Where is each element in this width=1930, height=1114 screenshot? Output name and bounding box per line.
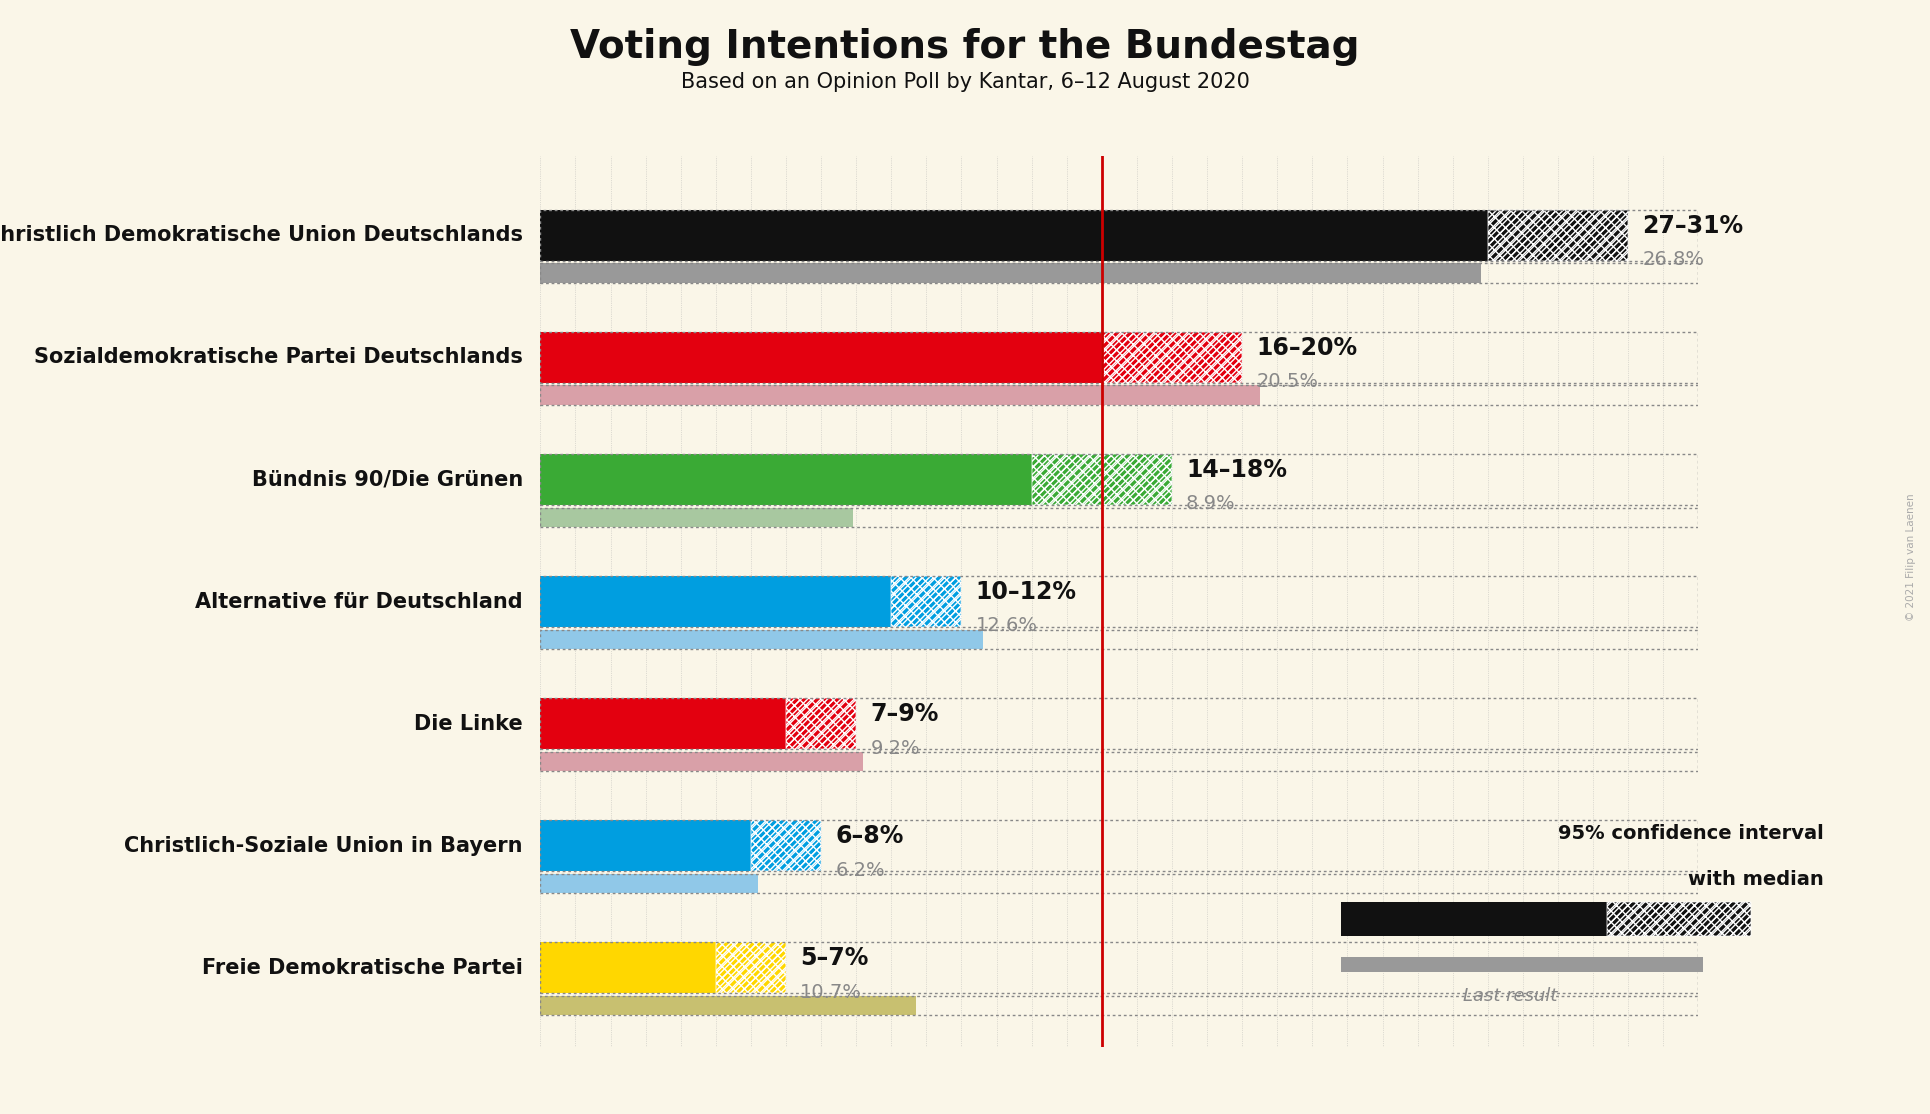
Bar xyxy=(1341,902,1606,936)
Bar xyxy=(540,263,1698,283)
Bar xyxy=(1488,209,1629,261)
Text: Alternative für Deutschland: Alternative für Deutschland xyxy=(195,592,523,612)
Bar xyxy=(540,508,1698,527)
Bar xyxy=(540,820,1698,871)
Text: 26.8%: 26.8% xyxy=(1642,251,1704,270)
Text: Die Linke: Die Linke xyxy=(415,714,523,734)
Bar xyxy=(751,820,820,871)
Bar xyxy=(786,698,857,750)
Bar xyxy=(540,820,751,871)
Bar xyxy=(892,576,961,627)
Bar xyxy=(540,576,892,627)
Bar xyxy=(540,576,1698,627)
Bar xyxy=(540,698,1698,750)
Text: Sozialdemokratische Partei Deutschlands: Sozialdemokratische Partei Deutschlands xyxy=(35,348,523,368)
Bar xyxy=(540,629,982,649)
Bar xyxy=(540,508,853,527)
Bar xyxy=(540,385,1260,405)
Text: 14–18%: 14–18% xyxy=(1187,458,1287,481)
Bar xyxy=(540,942,716,994)
Bar xyxy=(540,209,1698,261)
Bar xyxy=(786,698,857,750)
Text: Christlich Demokratische Union Deutschlands: Christlich Demokratische Union Deutschla… xyxy=(0,225,523,245)
Text: 10.7%: 10.7% xyxy=(801,983,863,1001)
Text: 5–7%: 5–7% xyxy=(801,946,868,970)
Text: Based on an Opinion Poll by Kantar, 6–12 August 2020: Based on an Opinion Poll by Kantar, 6–12… xyxy=(681,72,1249,92)
Bar xyxy=(540,453,1033,505)
Bar xyxy=(716,942,786,994)
Text: 7–9%: 7–9% xyxy=(870,702,938,726)
Bar xyxy=(1488,209,1629,261)
Bar xyxy=(540,385,1698,405)
Bar xyxy=(540,263,1480,283)
Text: 8.9%: 8.9% xyxy=(1187,495,1235,514)
Text: 27–31%: 27–31% xyxy=(1642,214,1743,237)
Bar xyxy=(540,752,863,771)
Bar xyxy=(540,873,1698,893)
Bar xyxy=(540,996,1698,1016)
Bar xyxy=(1102,332,1243,383)
Bar xyxy=(751,820,820,871)
Bar xyxy=(540,996,917,1016)
Text: 6.2%: 6.2% xyxy=(836,861,884,880)
Text: 9.2%: 9.2% xyxy=(870,739,921,758)
Text: 20.5%: 20.5% xyxy=(1256,372,1318,391)
Text: Last result: Last result xyxy=(1463,987,1558,1005)
Bar xyxy=(540,453,1698,505)
Bar xyxy=(540,332,1698,383)
Bar xyxy=(540,629,1698,649)
Text: © 2021 Filip van Laenen: © 2021 Filip van Laenen xyxy=(1907,494,1916,620)
Bar xyxy=(1102,332,1243,383)
Text: with median: with median xyxy=(1689,870,1824,889)
Bar xyxy=(540,942,1698,994)
Bar xyxy=(540,698,786,750)
Bar xyxy=(892,576,961,627)
Text: 6–8%: 6–8% xyxy=(836,824,903,848)
Text: 10–12%: 10–12% xyxy=(975,579,1077,604)
Bar xyxy=(1606,902,1751,936)
Text: Freie Demokratische Partei: Freie Demokratische Partei xyxy=(203,958,523,978)
Bar xyxy=(540,332,1102,383)
Bar xyxy=(716,942,786,994)
Text: 16–20%: 16–20% xyxy=(1256,335,1357,360)
Bar xyxy=(1606,902,1751,936)
Bar xyxy=(540,873,758,893)
Text: 95% confidence interval: 95% confidence interval xyxy=(1558,824,1824,843)
Text: Christlich-Soziale Union in Bayern: Christlich-Soziale Union in Bayern xyxy=(124,836,523,856)
Bar xyxy=(540,752,1698,771)
Text: Voting Intentions for the Bundestag: Voting Intentions for the Bundestag xyxy=(569,28,1361,66)
Text: 12.6%: 12.6% xyxy=(975,616,1038,635)
Bar xyxy=(1341,957,1702,973)
Bar xyxy=(540,209,1488,261)
Bar xyxy=(1033,453,1172,505)
Bar xyxy=(1033,453,1172,505)
Text: Bündnis 90/Die Grünen: Bündnis 90/Die Grünen xyxy=(251,469,523,489)
